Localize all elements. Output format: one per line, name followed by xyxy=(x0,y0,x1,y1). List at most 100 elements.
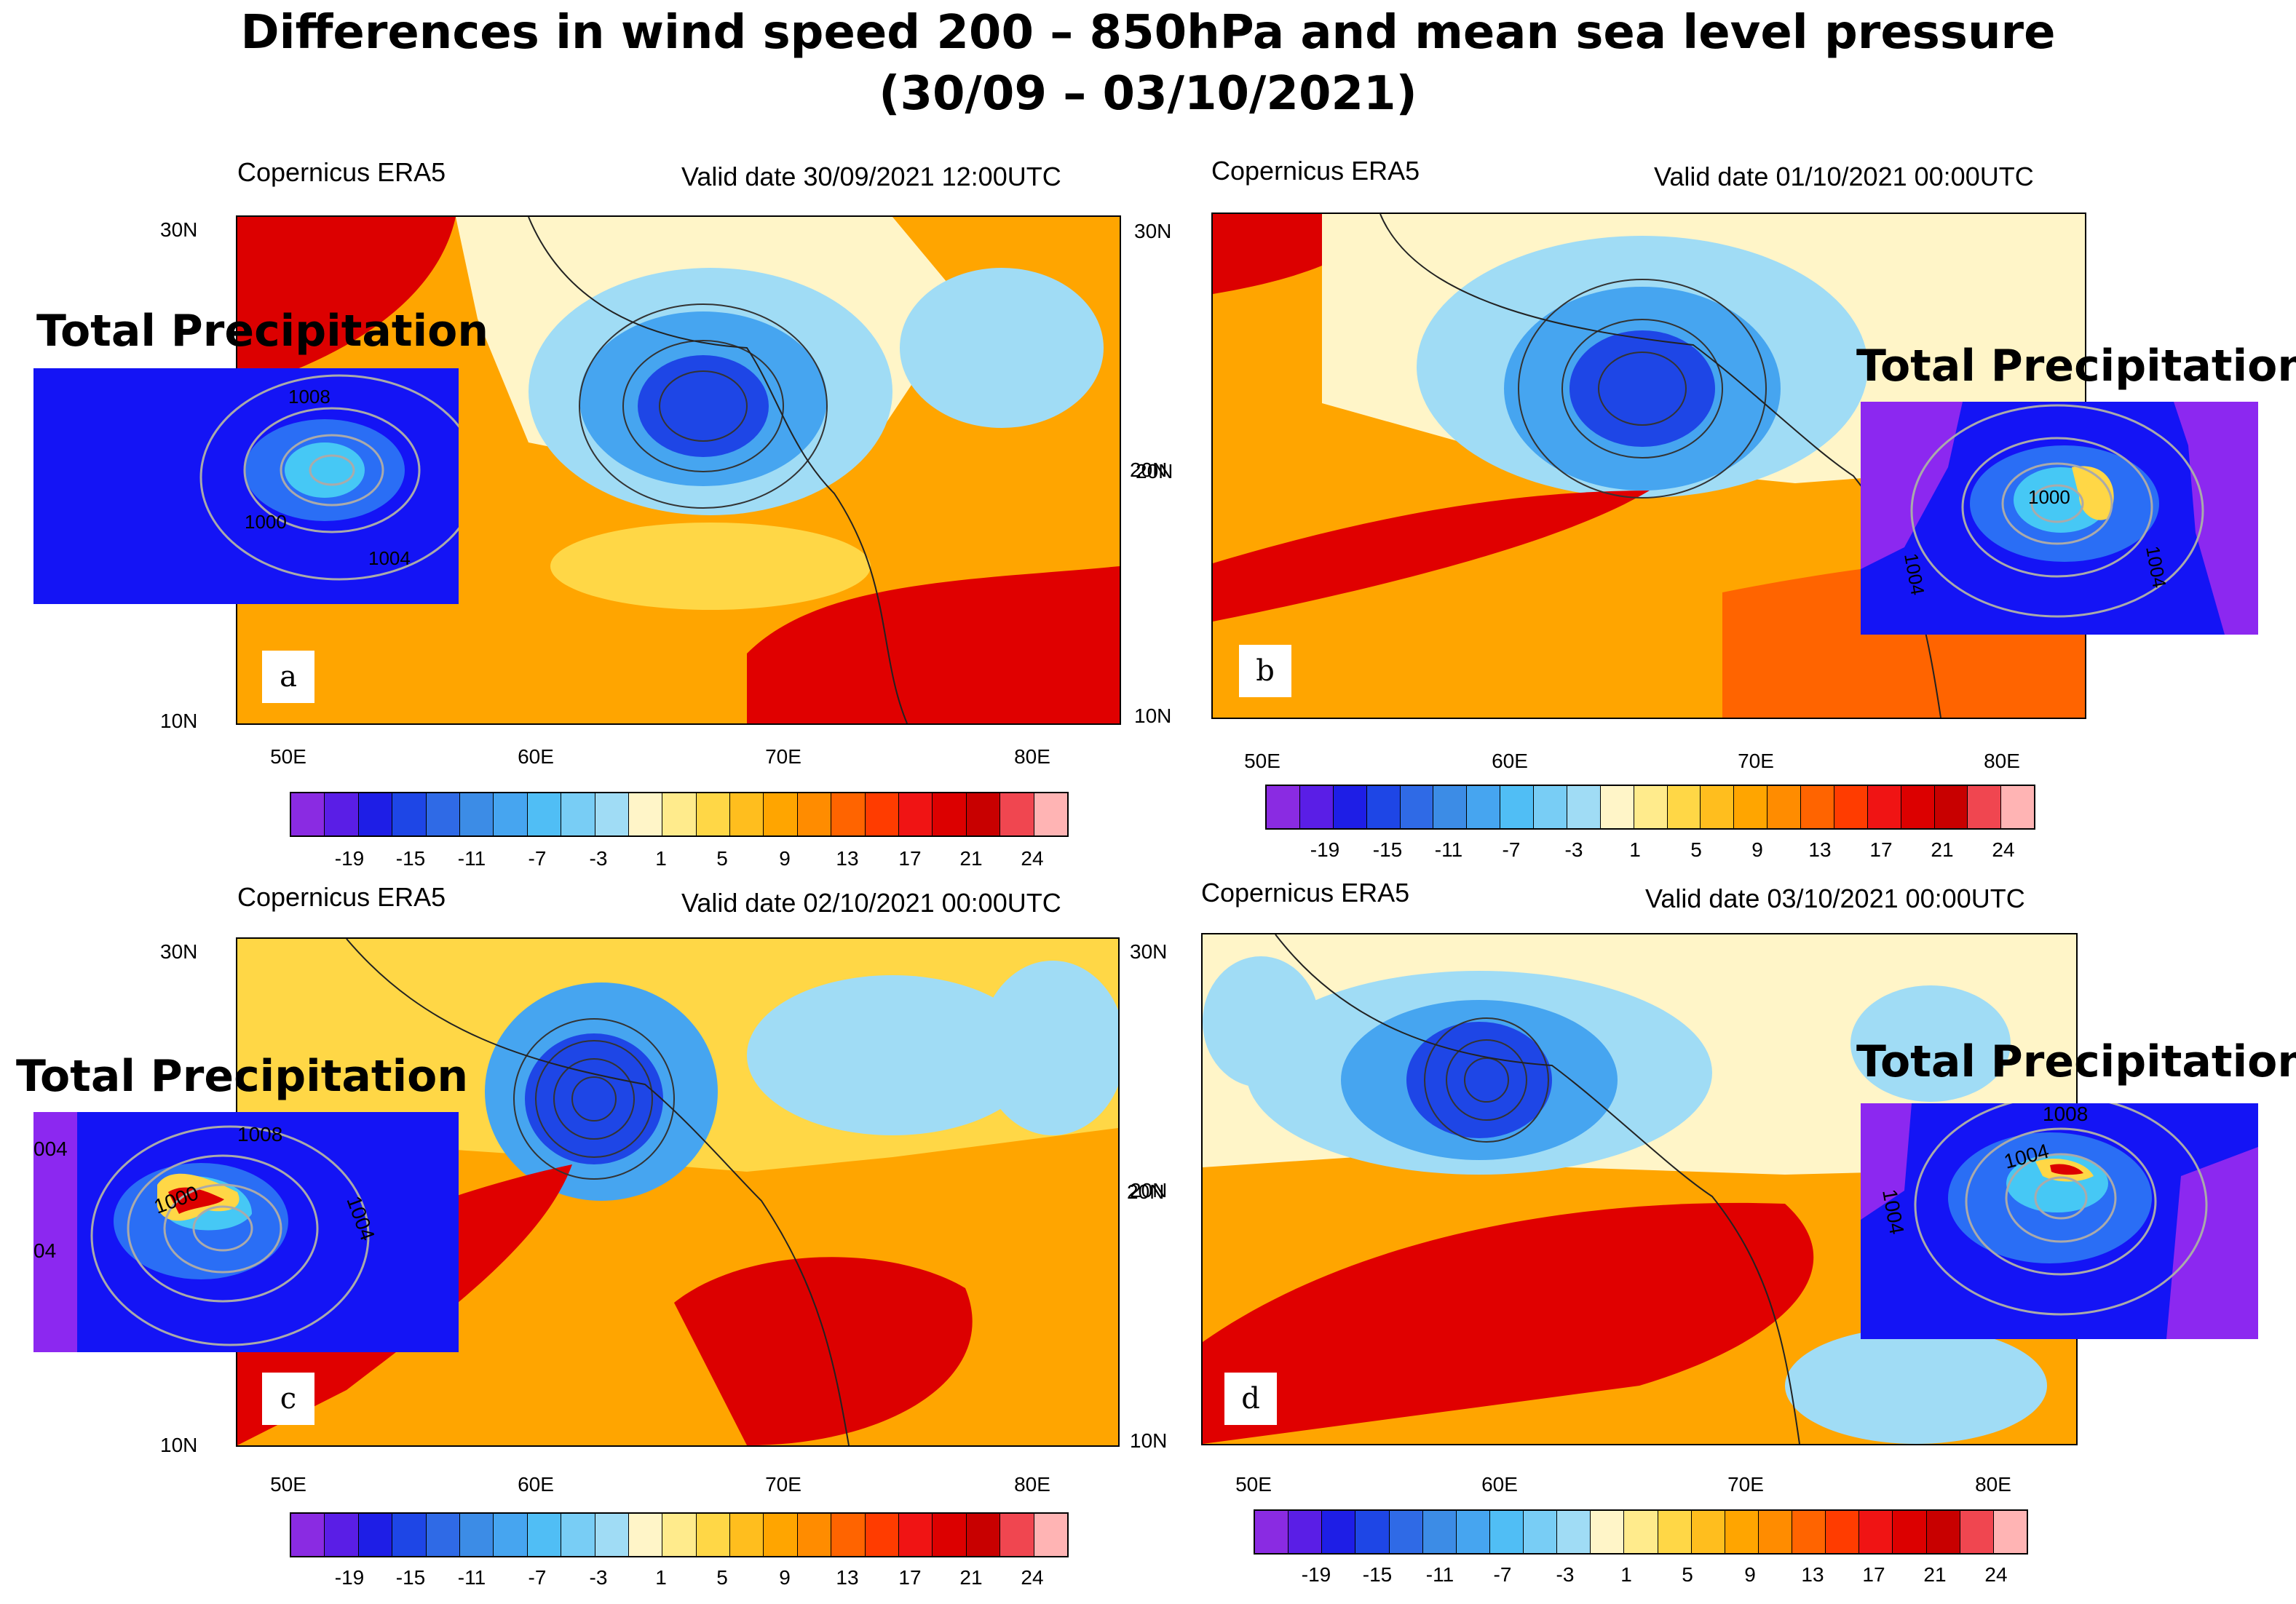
panel-a-inset-isobar-label: 1000 xyxy=(245,511,287,533)
colorbar-swatch xyxy=(1500,786,1534,828)
panel-b-lon-70e: 70E xyxy=(1738,750,1774,772)
colorbar-swatch xyxy=(696,1514,731,1556)
panel-b-inset-isobar-label: 1000 xyxy=(2028,486,2070,508)
figure-title-line1: Differences in wind speed 200 – 850hPa a… xyxy=(240,6,2056,60)
colorbar-swatch xyxy=(1322,1511,1356,1553)
panel-a-lat-10n: 10N xyxy=(160,710,198,732)
colorbar-swatch xyxy=(831,793,866,835)
panel-d-colorbar xyxy=(1254,1509,2028,1555)
colorbar-swatch xyxy=(1658,1511,1692,1553)
panel-b-colorbar xyxy=(1265,785,2035,830)
panel-b-inset-field: 1000 1004 1004 xyxy=(1861,402,2258,635)
figure-title-line2: (30/09 – 03/10/2021) xyxy=(879,67,1417,121)
panel-c-lat-30n: 30N xyxy=(160,940,198,963)
colorbar-swatch xyxy=(662,793,697,835)
colorbar-swatch xyxy=(1333,786,1367,828)
colorbar-swatch xyxy=(561,1514,595,1556)
panel-b-lon-80e: 80E xyxy=(1984,750,2020,772)
panel-b-inset-isobars xyxy=(1910,404,2204,618)
panel-a-cb-label: 21 xyxy=(959,847,983,870)
colorbar-swatch xyxy=(325,1514,359,1556)
colorbar-swatch xyxy=(1691,1511,1725,1553)
panel-a-northwest-jet xyxy=(237,217,456,392)
panel-d-letter: d xyxy=(1224,1373,1277,1425)
colorbar-swatch xyxy=(1255,1511,1289,1553)
panel-a-lon-70e: 70E xyxy=(765,745,801,768)
panel-b-lon-60e: 60E xyxy=(1492,750,1528,772)
panel-d-precip-inset: 1008 1004 1004 xyxy=(1861,1103,2258,1339)
panel-b-cb-label: 1 xyxy=(1629,838,1641,861)
panel-c-inset-isobar-label: 004 xyxy=(33,1138,68,1160)
panel-d-cb-label: -3 xyxy=(1556,1563,1575,1586)
panel-d-map xyxy=(1201,933,2078,1445)
panel-b-inset-purple-east xyxy=(2174,402,2258,635)
panel-a-lon-50e: 50E xyxy=(270,745,306,768)
colorbar-swatch xyxy=(966,1514,1001,1556)
panel-a-cb-label: -3 xyxy=(589,847,608,870)
panel-c-cb-label: -3 xyxy=(589,1566,608,1589)
panel-a-cb-label: 24 xyxy=(1021,847,1044,870)
panel-b-cb-label: -3 xyxy=(1564,838,1583,861)
colorbar-swatch xyxy=(1701,786,1735,828)
panel-d-cb-label: 13 xyxy=(1801,1563,1824,1586)
panel-a-inset-rain-core xyxy=(285,442,365,498)
panel-c-south-jet xyxy=(674,1257,973,1445)
colorbar-swatch xyxy=(1859,1511,1893,1553)
panel-d-lat-30n: 30N xyxy=(1130,940,1168,963)
colorbar-swatch xyxy=(1926,1511,1960,1553)
panel-d-lon-80e: 80E xyxy=(1975,1473,2011,1496)
colorbar-swatch xyxy=(899,1514,933,1556)
panel-c-coastline xyxy=(346,939,850,1445)
colorbar-swatch xyxy=(1355,1511,1390,1553)
panel-c-cb-label: -11 xyxy=(457,1566,486,1589)
panel-b-cb-label: -11 xyxy=(1434,838,1463,861)
colorbar-swatch xyxy=(1467,786,1501,828)
panel-b-cb-label: 9 xyxy=(1751,838,1763,861)
panel-d-west-blue xyxy=(1203,956,1319,1087)
colorbar-swatch xyxy=(358,1514,393,1556)
panel-d-isobars xyxy=(1424,1017,1549,1143)
panel-c-letter: c xyxy=(262,1373,314,1425)
colorbar-swatch xyxy=(325,793,359,835)
colorbar-swatch xyxy=(426,793,460,835)
panel-c-lat-20n: 20N xyxy=(1127,1180,1165,1203)
panel-b-cb-label: 5 xyxy=(1690,838,1702,861)
colorbar-swatch xyxy=(1834,786,1868,828)
panel-c-central-blue xyxy=(747,975,1038,1135)
panel-a-cb-label: 1 xyxy=(655,847,667,870)
panel-a-cb-label: -19 xyxy=(334,847,365,870)
colorbar-swatch xyxy=(662,1514,697,1556)
colorbar-swatch xyxy=(358,793,393,835)
colorbar-swatch xyxy=(1000,793,1034,835)
panel-a-precip-inset: 1000 1004 1008 xyxy=(33,368,459,604)
panel-d-valid-date: Valid date 03/10/2021 00:00UTC xyxy=(1645,884,2025,913)
panel-c-inset-isobars xyxy=(90,1125,370,1346)
colorbar-swatch xyxy=(1267,786,1300,828)
panel-c-cyclone-core xyxy=(525,1033,663,1164)
colorbar-swatch xyxy=(392,1514,427,1556)
colorbar-swatch xyxy=(595,793,629,835)
panel-d-cb-label: 1 xyxy=(1620,1563,1632,1586)
colorbar-swatch xyxy=(1034,1514,1067,1556)
panel-a-lon-60e: 60E xyxy=(518,745,554,768)
colorbar-swatch xyxy=(1288,1511,1323,1553)
panel-b-lon-50e: 50E xyxy=(1244,750,1280,772)
panel-d-southeast-blue xyxy=(1785,1327,2047,1444)
panel-b-letter: b xyxy=(1239,645,1291,697)
panel-c-inset-purple-west xyxy=(33,1112,77,1352)
colorbar-swatch xyxy=(797,1514,832,1556)
panel-c-lon-70e: 70E xyxy=(765,1473,801,1496)
panel-c-cb-label: -19 xyxy=(334,1566,365,1589)
panel-d-cb-label: 21 xyxy=(1923,1563,1947,1586)
panel-d-cb-label: 17 xyxy=(1862,1563,1885,1586)
panel-c-inset-isobar-label: 04 xyxy=(33,1239,56,1262)
panel-a-isobars xyxy=(579,303,828,509)
panel-d-lat-20n: 20N xyxy=(1130,1179,1168,1202)
colorbar-swatch xyxy=(628,1514,663,1556)
colorbar-swatch xyxy=(1400,786,1434,828)
panel-c-cb-label: 5 xyxy=(716,1566,728,1589)
panel-a-cyclone-core xyxy=(638,355,769,457)
colorbar-swatch xyxy=(459,793,494,835)
colorbar-swatch xyxy=(1867,786,1901,828)
panel-d-cb-label: -7 xyxy=(1493,1563,1512,1586)
